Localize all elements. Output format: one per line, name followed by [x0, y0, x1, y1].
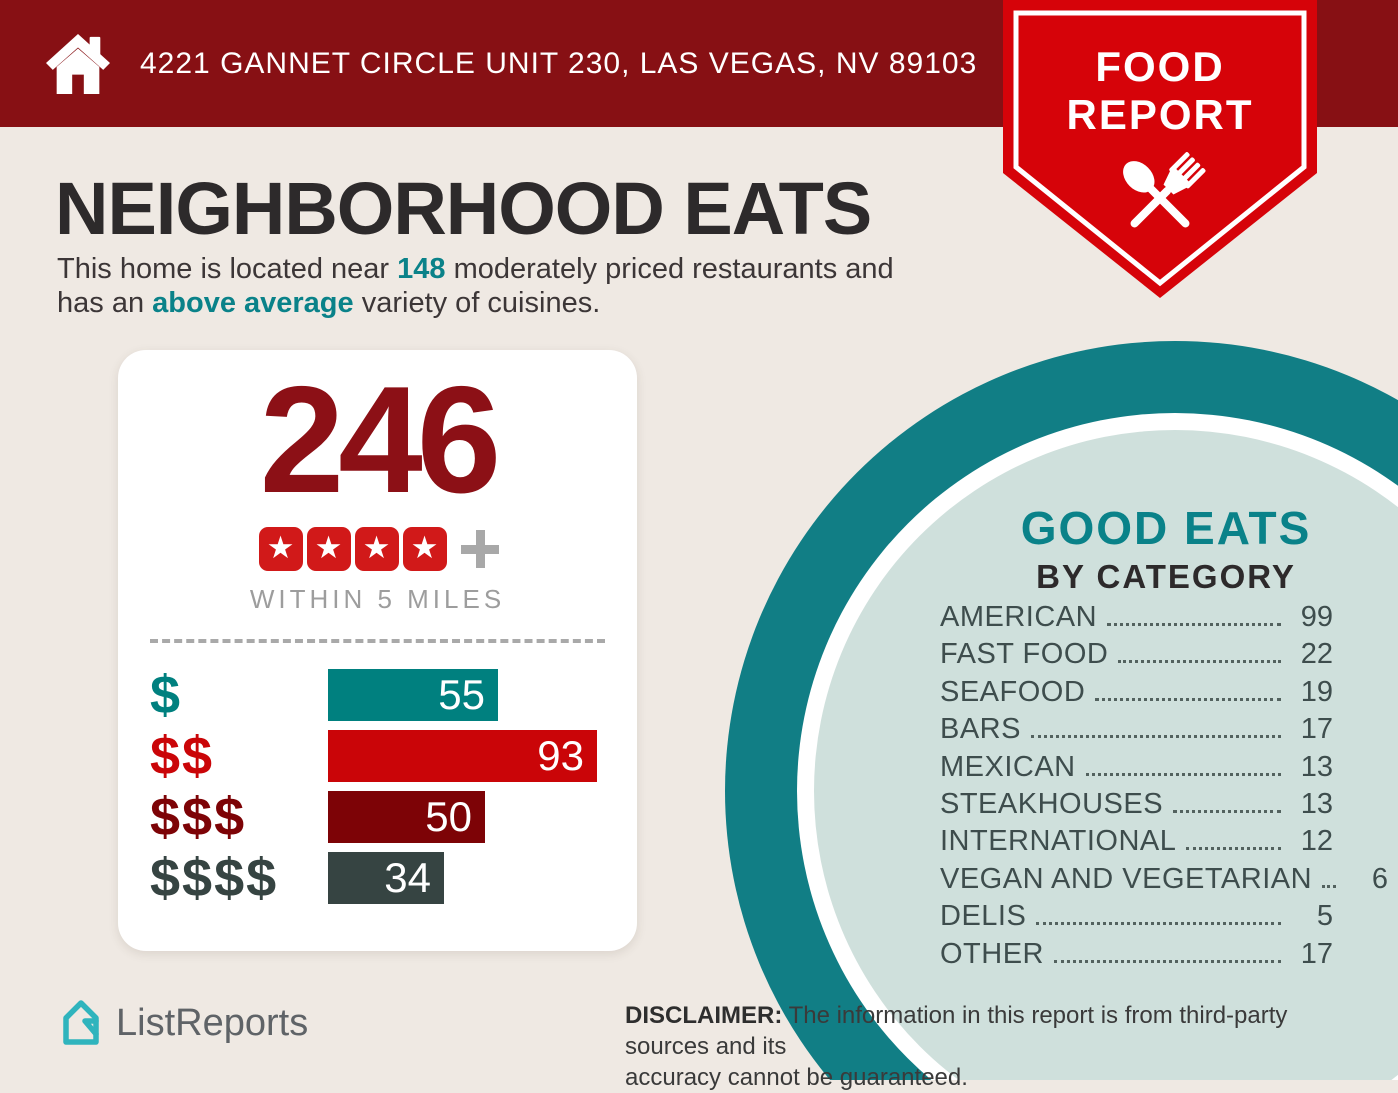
badge-ribbon-shape [1003, 0, 1317, 298]
badge-inner-border [1013, 10, 1307, 287]
category-value: 12 [1300, 825, 1333, 858]
category-value: 22 [1300, 638, 1333, 671]
badge-line1: FOOD [1095, 43, 1224, 90]
disclaimer: DISCLAIMER: The information in this repo… [625, 1000, 1345, 1093]
category-label: OTHER [940, 937, 1044, 970]
star-icon: ★ [402, 527, 447, 571]
good-eats-header: GOOD EATS BY CATEGORY [950, 501, 1382, 596]
category-row: AMERICAN 99 [940, 601, 1333, 638]
dotted-leader [1054, 959, 1281, 963]
dotted-leader [1186, 847, 1281, 851]
category-row: STEAKHOUSES 13 [940, 788, 1333, 825]
intro-part3: variety of cuisines. [353, 287, 601, 319]
category-label: SEAFOOD [940, 675, 1086, 708]
price-bar: 55 [328, 669, 498, 721]
price-bar-row: $$$$ 34 [150, 848, 637, 908]
price-label: $$$ [150, 787, 247, 847]
category-value: 13 [1300, 787, 1333, 820]
price-bar: 93 [328, 730, 597, 782]
dotted-leader [1095, 697, 1281, 701]
star-icon: ★ [306, 527, 351, 571]
star-tiles: ★ ★ ★ ★ [257, 527, 449, 571]
category-row: VEGAN AND VEGETARIAN 6 [940, 862, 1388, 900]
category-label: MEXICAN [940, 750, 1076, 783]
category-row: INTERNATIONAL 12 [940, 825, 1333, 862]
category-row: BARS 17 [940, 713, 1333, 750]
price-label: $$ [150, 726, 215, 786]
dotted-leader [1085, 772, 1281, 776]
star-icon: ★ [258, 527, 303, 571]
intro-count: 148 [397, 253, 446, 285]
price-bar: 34 [328, 852, 444, 904]
intro-part2: moderately priced restaurants and has an [57, 253, 894, 319]
category-label: AMERICAN [940, 601, 1098, 633]
price-bar-row: $$$ 50 [150, 787, 637, 847]
radius-label: WITHIN 5 MILES [249, 584, 506, 614]
intro-highlight: above average [152, 287, 354, 319]
star-icon: ★ [354, 527, 399, 571]
category-value: 13 [1300, 750, 1333, 783]
price-level-bar-chart: $55 $$ 93 $$$ 50 $$$$ 34 [150, 665, 637, 908]
property-address: 4221 GANNET CIRCLE UNIT 230, LAS VEGAS, … [140, 46, 978, 80]
dotted-leader [1107, 623, 1281, 626]
dotted-leader [1118, 660, 1281, 664]
category-row: DELIS 5 [940, 900, 1333, 937]
category-label: STEAKHOUSES [940, 787, 1164, 820]
price-bar: 50 [328, 791, 485, 843]
category-label: FAST FOOD [940, 638, 1109, 671]
restaurant-count: 246 [259, 355, 502, 525]
category-row: MEXICAN 13 [940, 751, 1333, 788]
category-label: DELIS [940, 900, 1027, 933]
dashed-divider [150, 639, 605, 643]
disclaimer-label: DISCLAIMER: [625, 1002, 783, 1029]
category-value: 19 [1300, 675, 1333, 708]
intro-paragraph: This home is located near 148 moderately… [57, 252, 1017, 320]
price-bar-row: $$ 93 [150, 726, 637, 786]
dotted-leader [1322, 884, 1337, 888]
category-value: 5 [1316, 900, 1333, 933]
category-label: INTERNATIONAL [940, 825, 1177, 858]
category-row: FAST FOOD 22 [940, 638, 1333, 675]
category-row: OTHER 17 [940, 938, 1333, 975]
restaurant-summary-card: 246 ★ ★ ★ ★ WITHIN 5 MILES $55 $$ 93 $$$ 50 $$$$… [118, 350, 637, 951]
price-label: $ [150, 665, 183, 725]
listreports-house-icon [63, 1000, 99, 1045]
header-bar: 4221 GANNET CIRCLE UNIT 230, LAS VEGAS, … [0, 0, 1398, 127]
crossed-utensils-icon [1123, 152, 1206, 228]
badge-line2: REPORT [1066, 91, 1253, 138]
dotted-leader [1036, 922, 1281, 926]
dotted-leader [1030, 735, 1281, 739]
star-rating: ★ ★ ★ ★ [118, 526, 637, 572]
home-icon [46, 33, 110, 94]
good-eats-title: GOOD EATS [1020, 502, 1312, 554]
category-label: VEGAN AND VEGETARIAN [940, 862, 1313, 895]
category-row: SEAFOOD 19 [940, 676, 1333, 713]
category-value: 17 [1300, 937, 1333, 970]
category-value: 99 [1300, 601, 1333, 633]
page-title: NEIGHBORHOOD EATS [55, 167, 872, 250]
price-bar-row: $55 [150, 665, 637, 725]
price-label: $$$$ [150, 848, 279, 908]
brand-name: ListReports [116, 1001, 309, 1044]
good-eats-subtitle: BY CATEGORY [1036, 558, 1296, 595]
listreports-logo: ListReports [58, 998, 308, 1048]
plus-icon [460, 530, 499, 568]
intro-part1: This home is located near [57, 253, 398, 285]
dotted-leader [1173, 809, 1281, 813]
food-report-badge: FOOD REPORT [1003, 0, 1317, 302]
category-value: 6 [1371, 862, 1389, 895]
category-list: AMERICAN 99 FAST FOOD 22 SEAFOOD 19 BARS 17 MEXI… [940, 601, 1388, 975]
category-value: 17 [1300, 713, 1333, 746]
category-label: BARS [940, 713, 1021, 746]
